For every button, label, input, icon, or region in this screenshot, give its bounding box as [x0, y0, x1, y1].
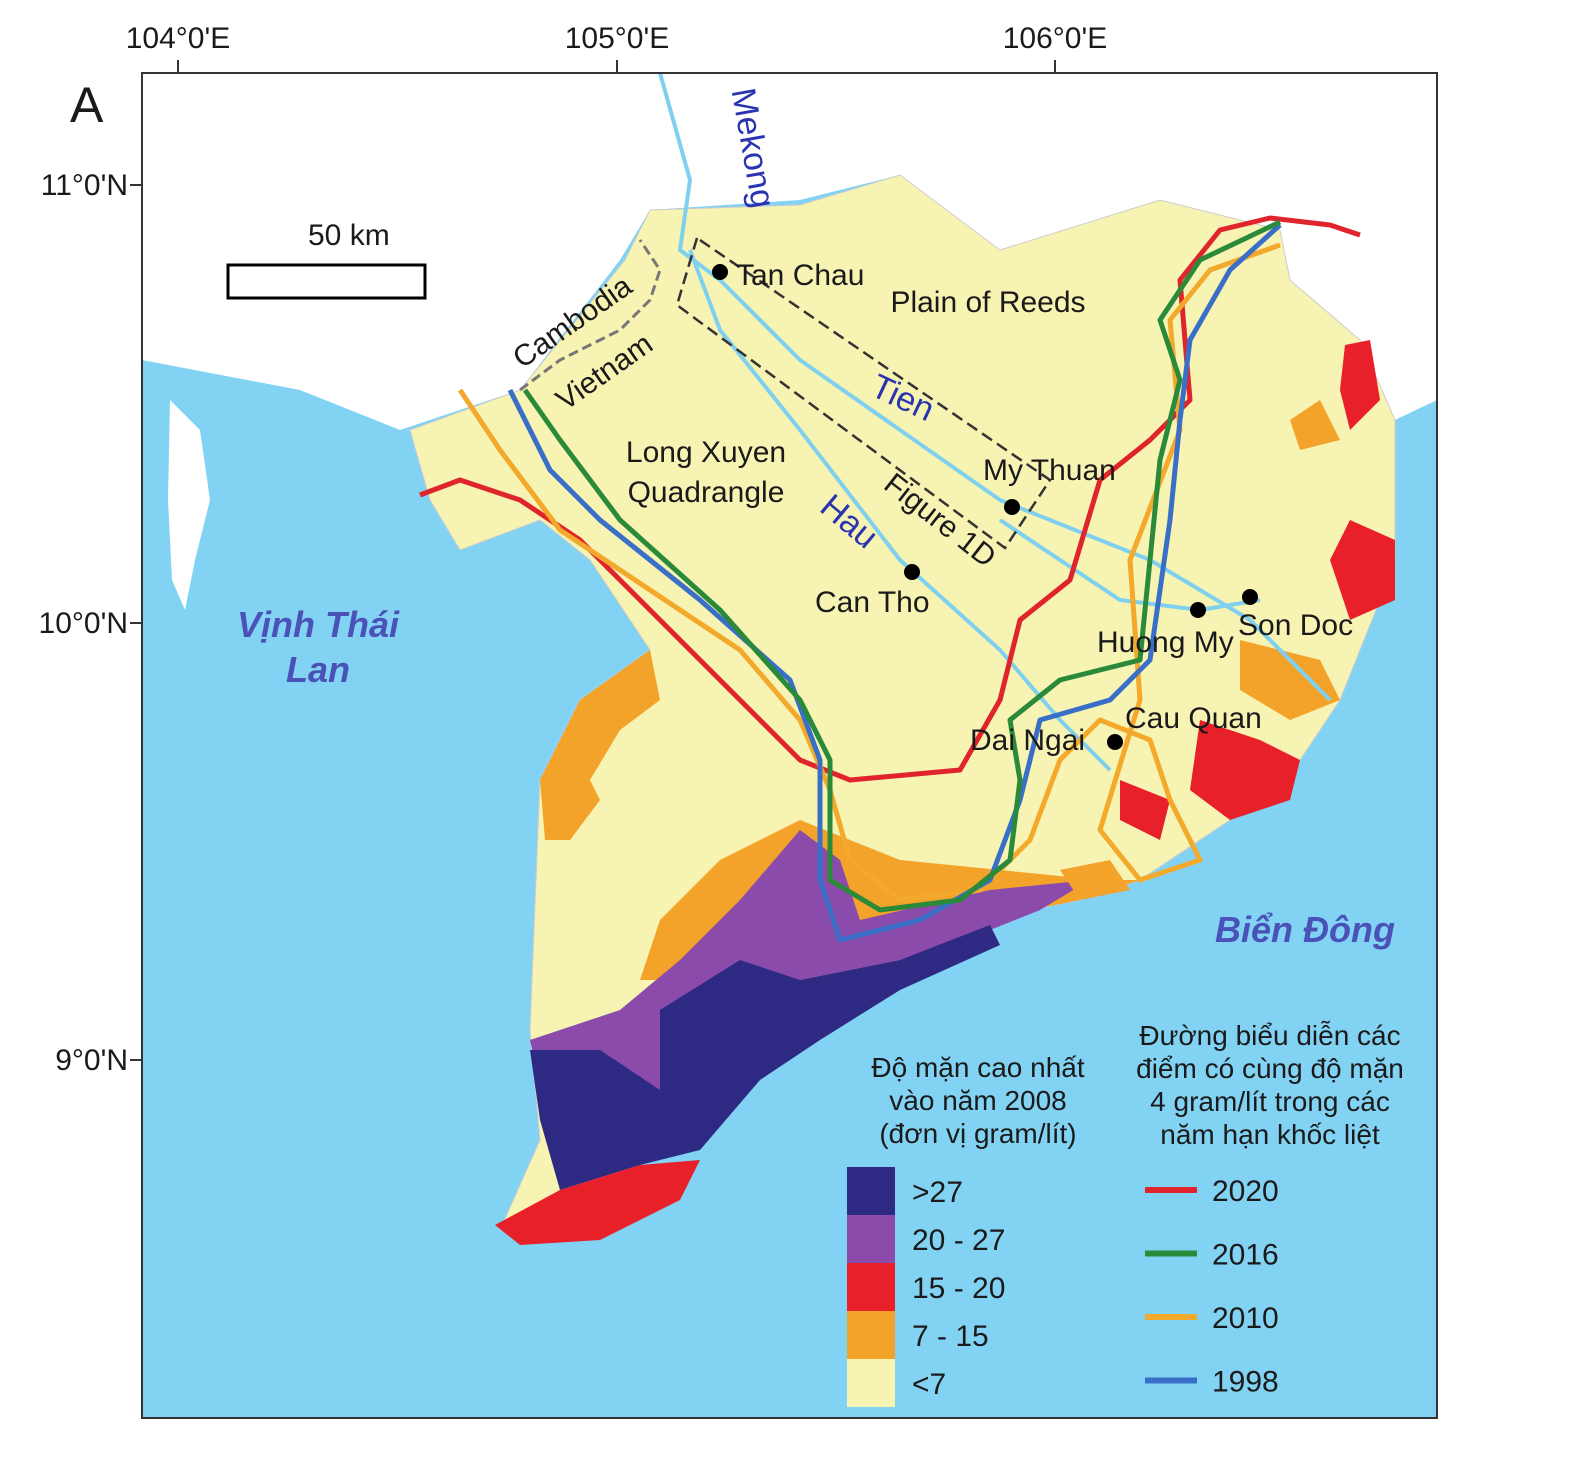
legend-swatch	[847, 1311, 895, 1359]
city-dot	[1242, 589, 1258, 605]
legend-label: 7 - 15	[912, 1320, 989, 1353]
lon-label: 106°0'E	[1003, 22, 1107, 55]
city-dot	[712, 264, 728, 280]
legend-title: 4 gram/lít trong các	[1150, 1086, 1390, 1117]
salinity-legend: Độ mặn cao nhất vào năm 2008 (đơn vị gra…	[847, 1052, 1085, 1407]
sea-label: Biển Đông	[1215, 909, 1395, 950]
city-label: My Thuan	[983, 454, 1116, 487]
river	[658, 72, 1332, 702]
land-north	[142, 73, 1437, 430]
isoline-legend: Đường biểu diễn các điểm có cùng độ mặn …	[1136, 1020, 1404, 1399]
legend-label: 2010	[1212, 1302, 1279, 1335]
legend-label: 1998	[1212, 1366, 1279, 1399]
zone-red	[495, 1160, 700, 1245]
city-label: Tan Chau	[736, 259, 864, 292]
city-label: Cau Quan	[1125, 702, 1262, 735]
legend-label: 20 - 27	[912, 1224, 1005, 1257]
city-dots	[712, 264, 1258, 750]
lon-label: 104°0'E	[126, 22, 230, 55]
region-label: Plain of Reeds	[890, 286, 1085, 319]
city-label: Can Tho	[815, 586, 930, 619]
legend-swatch	[847, 1215, 895, 1263]
city-dot	[1004, 499, 1020, 515]
island	[168, 400, 210, 610]
city-dot	[1190, 602, 1206, 618]
legend-title: Đường biểu diễn các	[1139, 1020, 1400, 1051]
region-label: Long Xuyen	[626, 436, 786, 469]
city-dot	[1107, 734, 1123, 750]
isoline-1998	[507, 223, 1282, 943]
legend-swatch	[847, 1263, 895, 1311]
graticule-ticks	[130, 60, 1056, 1061]
legend-title: (đơn vị gram/lít)	[879, 1118, 1076, 1149]
lat-label: 9°0'N	[55, 1044, 128, 1077]
lon-label: 105°0'E	[565, 22, 669, 55]
legend-swatch	[847, 1167, 895, 1215]
scale-label: 50 km	[308, 219, 390, 252]
zone-orange	[540, 650, 660, 840]
legend-label: 2020	[1212, 1175, 1279, 1208]
legend-title: Độ mặn cao nhất	[871, 1052, 1084, 1083]
figure-box	[675, 235, 1052, 550]
legend-label: <7	[912, 1368, 946, 1401]
legend-label: >27	[912, 1176, 963, 1209]
scale-bar	[226, 263, 427, 300]
legend-title: điểm có cùng độ mặn	[1136, 1053, 1404, 1084]
legend-title: vào năm 2008	[889, 1085, 1066, 1116]
legend-swatch	[847, 1359, 895, 1407]
city-label: Son Doc	[1238, 609, 1353, 642]
frame	[141, 72, 1438, 1419]
zone-navy	[530, 925, 1000, 1190]
zone-red	[1120, 340, 1395, 840]
isolines	[419, 215, 1361, 943]
isoline-2010	[457, 242, 1281, 903]
city-label: Dai Ngai	[970, 724, 1085, 757]
border	[519, 239, 662, 392]
river	[688, 249, 1112, 772]
city-label: Huong My	[1097, 626, 1234, 659]
region-label: Quadrangle	[628, 476, 785, 509]
lat-label: 11°0'N	[41, 169, 128, 202]
panel-label: A	[70, 77, 104, 133]
sea-label: Vịnh Thái	[237, 604, 400, 645]
legend-label: 15 - 20	[912, 1272, 1005, 1305]
isoline-2016	[522, 219, 1282, 913]
sea-label: Lan	[286, 649, 350, 690]
city-dot	[904, 564, 920, 580]
legend-label: 2016	[1212, 1239, 1279, 1272]
lat-label: 10°0'N	[39, 607, 128, 640]
legend-title: năm hạn khốc liệt	[1160, 1119, 1380, 1150]
